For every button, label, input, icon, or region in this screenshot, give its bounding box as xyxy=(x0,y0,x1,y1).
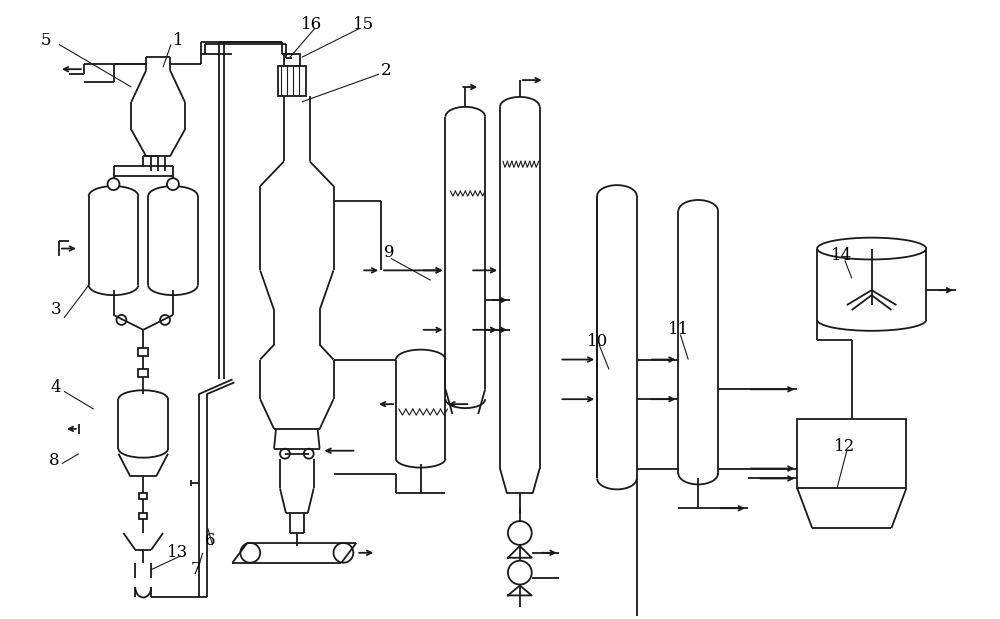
Text: 11: 11 xyxy=(668,321,689,339)
Text: 6: 6 xyxy=(204,532,215,550)
Text: 13: 13 xyxy=(167,544,189,561)
Bar xyxy=(139,493,147,500)
Text: 7: 7 xyxy=(190,561,201,578)
Text: 1: 1 xyxy=(173,32,183,49)
Circle shape xyxy=(508,561,532,584)
Bar xyxy=(138,370,148,378)
Text: 15: 15 xyxy=(353,16,374,33)
Bar xyxy=(278,66,306,96)
Circle shape xyxy=(240,543,260,563)
Text: 16: 16 xyxy=(301,16,322,33)
Text: 10: 10 xyxy=(586,333,608,350)
Text: 2: 2 xyxy=(381,62,391,79)
Bar xyxy=(797,419,906,488)
Circle shape xyxy=(116,315,126,325)
Text: 12: 12 xyxy=(834,438,856,455)
Text: 3: 3 xyxy=(51,301,61,319)
Circle shape xyxy=(108,178,119,190)
Text: 14: 14 xyxy=(831,247,853,264)
Text: 4: 4 xyxy=(51,379,61,396)
Circle shape xyxy=(304,449,314,459)
Text: 9: 9 xyxy=(384,244,394,261)
Text: 8: 8 xyxy=(49,452,59,469)
Circle shape xyxy=(167,178,179,190)
Text: 5: 5 xyxy=(41,32,51,49)
Bar xyxy=(139,513,147,519)
Circle shape xyxy=(334,543,353,563)
Ellipse shape xyxy=(817,238,926,259)
Bar xyxy=(138,348,148,355)
Circle shape xyxy=(160,315,170,325)
Circle shape xyxy=(280,449,290,459)
Bar xyxy=(284,54,300,66)
Circle shape xyxy=(508,521,532,545)
